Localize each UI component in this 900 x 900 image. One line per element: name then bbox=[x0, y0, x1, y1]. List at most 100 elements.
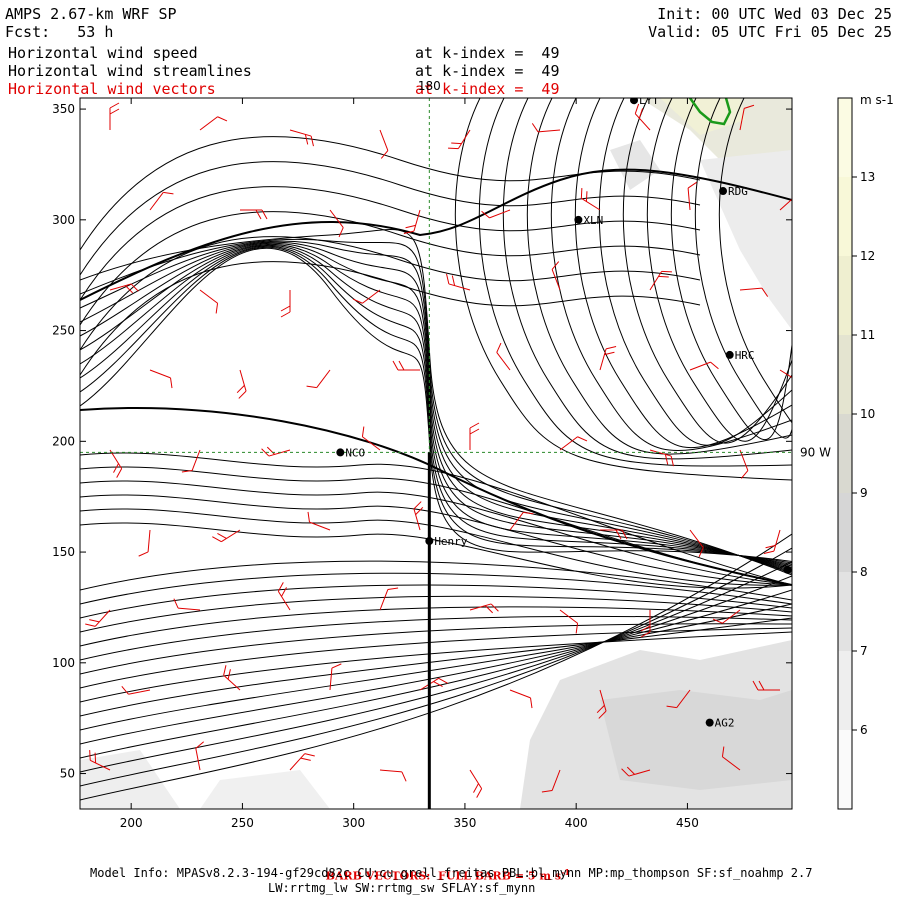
wind-barb bbox=[199, 116, 228, 131]
barb-flag bbox=[238, 390, 247, 399]
barb-flag bbox=[698, 547, 704, 558]
barb-shaft bbox=[649, 271, 663, 291]
barb-flag bbox=[310, 135, 314, 147]
station-marker bbox=[574, 215, 583, 224]
station-label: RDG bbox=[728, 185, 748, 198]
barb-shaft bbox=[509, 689, 531, 699]
streamline bbox=[80, 261, 701, 376]
barb-shaft bbox=[448, 283, 471, 291]
barb-flag bbox=[752, 680, 759, 691]
wind-barb bbox=[621, 766, 651, 777]
barb-shaft bbox=[90, 759, 111, 771]
x-tick-label: 200 bbox=[120, 816, 143, 830]
barb-note: BARB VECTORS: FULL BARB = 5 m s-1 bbox=[318, 851, 570, 884]
barb-shaft bbox=[599, 689, 607, 712]
station-label: Henry bbox=[434, 535, 467, 548]
colorbar-tick-label: 6 bbox=[860, 723, 868, 737]
colorbar-tick-label: 11 bbox=[860, 328, 875, 342]
wind-barb bbox=[307, 511, 331, 531]
barb-flag bbox=[712, 618, 723, 624]
station-marker bbox=[425, 536, 434, 545]
y-tick-label: 200 bbox=[52, 434, 75, 448]
barb-shaft bbox=[779, 194, 792, 211]
barb-flag bbox=[598, 710, 607, 719]
station-label: AG2 bbox=[715, 717, 735, 730]
barb-flag bbox=[89, 750, 91, 761]
streamline bbox=[80, 211, 701, 326]
streamline bbox=[622, 98, 792, 444]
streamline bbox=[526, 98, 792, 455]
streamline bbox=[80, 236, 701, 351]
barb-shaft bbox=[496, 352, 511, 371]
streamline bbox=[80, 595, 792, 633]
streamline bbox=[80, 623, 792, 675]
wind-barb bbox=[329, 663, 342, 691]
barb-flag bbox=[710, 361, 719, 370]
colorbar-unit: m s-1 bbox=[860, 93, 894, 107]
barb-shaft bbox=[413, 209, 421, 232]
x-tick-label: 300 bbox=[342, 816, 365, 830]
wind-barb bbox=[306, 369, 331, 389]
colorbar-tick-label: 9 bbox=[860, 486, 868, 500]
model-info: Model Info: MPASv8.2.3-194-gf29cd82c CU:… bbox=[90, 866, 813, 880]
y-tick-label: 350 bbox=[52, 102, 75, 116]
streamline bbox=[80, 186, 701, 301]
barb-shaft bbox=[362, 436, 381, 451]
streamline bbox=[80, 589, 792, 745]
wind-barb bbox=[289, 129, 314, 147]
streamline bbox=[694, 98, 792, 439]
valid-time: Valid: 05 UTC Fri 05 Dec 25 bbox=[648, 23, 892, 41]
wind-barb bbox=[280, 290, 291, 318]
init-time: Init: 00 UTC Wed 03 Dec 25 bbox=[657, 5, 892, 23]
wind-barb bbox=[689, 361, 719, 371]
speed-shade bbox=[610, 140, 660, 190]
barb-shaft bbox=[739, 108, 745, 131]
barb-flag bbox=[195, 741, 205, 749]
speed-shade bbox=[640, 98, 792, 240]
y-tick-label: 300 bbox=[52, 213, 75, 227]
barb-flag bbox=[481, 210, 490, 219]
wind-barb bbox=[109, 449, 123, 478]
streamline bbox=[80, 466, 792, 586]
wind-barb bbox=[469, 769, 483, 798]
barb-shaft bbox=[538, 129, 561, 133]
barb-flag bbox=[281, 587, 287, 597]
wind-barb bbox=[752, 680, 780, 691]
barb-shaft bbox=[289, 129, 312, 137]
wind-barb bbox=[413, 501, 424, 531]
wind-barb bbox=[712, 609, 741, 624]
meridian-label: 180 bbox=[418, 79, 441, 93]
colorbar-segment bbox=[838, 730, 852, 809]
colorbar-segment bbox=[838, 572, 852, 651]
wind-barb bbox=[600, 529, 628, 540]
barb-flag bbox=[626, 766, 635, 775]
barb-shaft bbox=[739, 449, 749, 471]
barb-flag bbox=[469, 428, 480, 435]
barb-shaft bbox=[191, 449, 201, 471]
barb-flag bbox=[307, 511, 310, 523]
barb-flag bbox=[740, 470, 749, 479]
barb-flag bbox=[476, 788, 483, 798]
barb-flag bbox=[621, 529, 628, 540]
barb-flag bbox=[687, 181, 697, 189]
station-marker bbox=[783, 565, 792, 574]
wind-barb bbox=[739, 104, 755, 131]
station-marker bbox=[725, 350, 734, 359]
coastline bbox=[688, 98, 732, 126]
colorbar-segment bbox=[838, 414, 852, 493]
wind-barb bbox=[481, 209, 511, 219]
barb-shaft bbox=[239, 369, 247, 392]
streamline bbox=[80, 243, 792, 568]
barb-flag bbox=[490, 603, 499, 612]
station-label: LYT bbox=[639, 94, 659, 107]
x-tick-label: 250 bbox=[231, 816, 254, 830]
barb-flag bbox=[277, 582, 284, 592]
field-name-vectors: Horizontal wind vectors bbox=[8, 80, 216, 98]
barb-shaft bbox=[722, 609, 741, 624]
station-label: XLN bbox=[583, 214, 603, 227]
speed-shade bbox=[200, 770, 330, 809]
streamline-bold bbox=[80, 407, 792, 586]
wind-barb bbox=[509, 511, 534, 531]
x-tick-label: 450 bbox=[676, 816, 699, 830]
wind-barb bbox=[403, 209, 421, 234]
